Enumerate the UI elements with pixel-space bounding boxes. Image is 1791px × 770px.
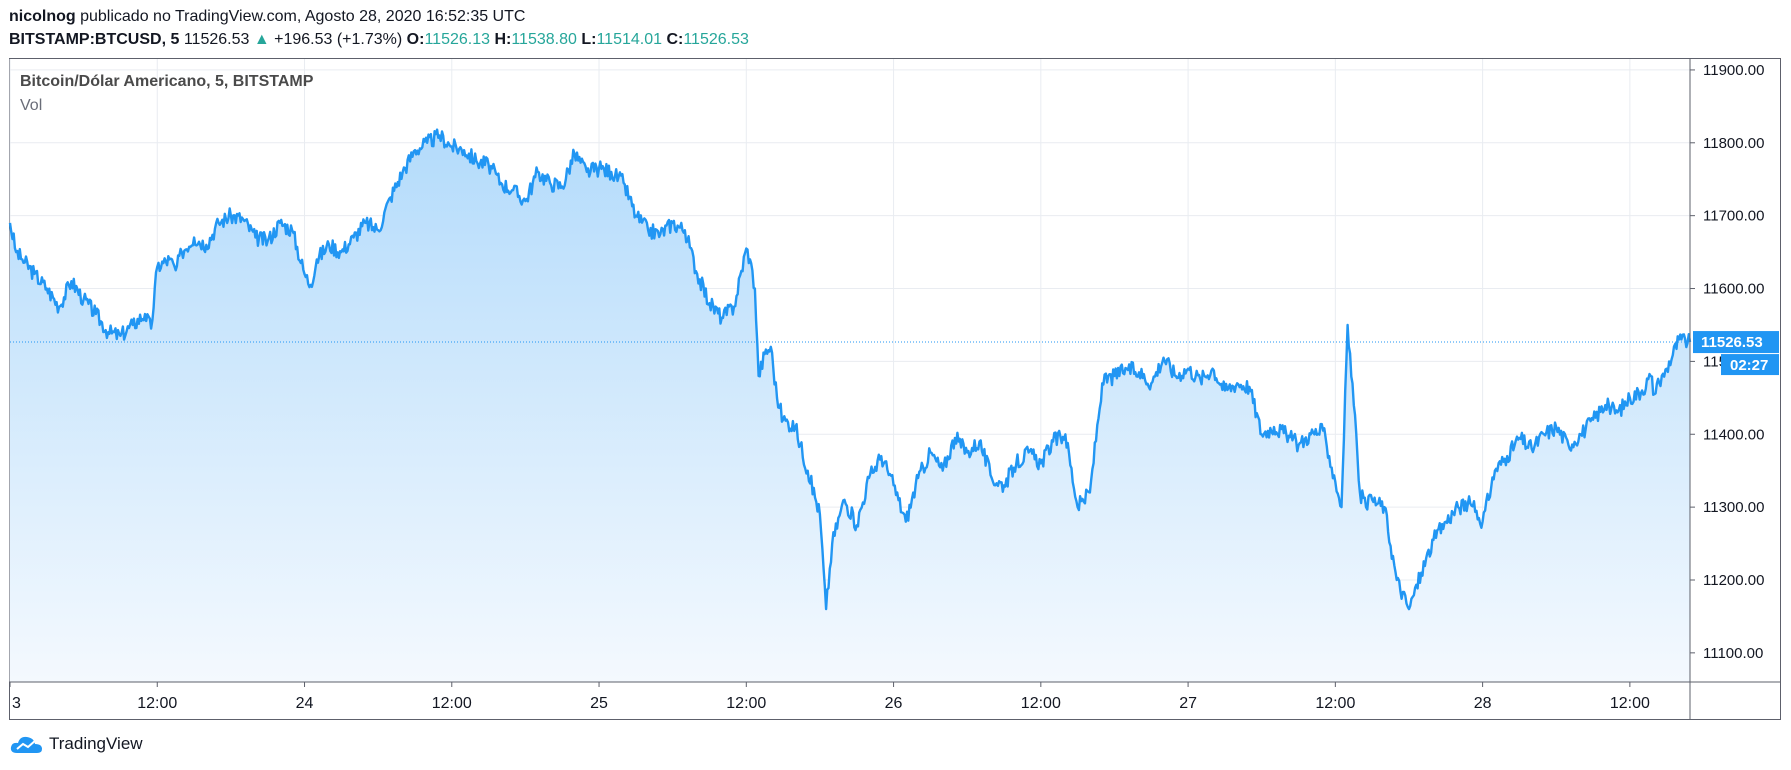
published-info: publicado no TradingView.com, Agosto 28,… [75,8,526,25]
price-change: +196.53 (+1.73%) [274,31,403,48]
volume-legend[interactable]: Vol [20,97,43,114]
x-tick-label: 24 [296,695,314,712]
x-tick-label: 26 [885,695,903,712]
x-tick-label: 3 [12,695,21,712]
symbol-label: BITSTAMP:BTCUSD, 5 [9,31,180,48]
open-value: 11526.13 [424,31,490,48]
high-value: 11538.80 [511,31,577,48]
price-tag-text: 11526.53 [1701,334,1763,351]
x-tick-label: 12:00 [137,695,177,712]
y-tick-label: 11800.00 [1703,135,1764,152]
high-label: H: [494,31,512,48]
y-tick-label: 11900.00 [1703,62,1764,79]
chart-header: nicolnog publicado no TradingView.com, A… [9,6,525,28]
author-name: nicolnog [9,8,76,25]
y-tick-label: 11700.00 [1703,208,1764,225]
price-tag: 11526.53 02:27 [1693,331,1779,376]
x-axis[interactable]: 3 12:00 24 12:00 25 12:00 26 12:00 27 12:00 28 12:0… [9,682,1650,712]
y-tick-label: 11200.00 [1703,572,1764,589]
x-tick-label: 28 [1474,695,1492,712]
countdown-text: 02:27 [1730,357,1768,374]
y-tick-label: 11600.00 [1703,281,1764,298]
x-tick-label: 12:00 [726,695,766,712]
price-tag-bg [1693,331,1779,354]
close-value: 11526.53 [683,31,749,48]
open-label: O: [406,31,425,48]
price-line [8,128,1692,611]
last-price: 11526.53 [183,31,250,48]
low-label: L: [581,31,597,48]
x-tick-label: 25 [590,695,608,712]
close-label: C: [666,31,684,48]
y-tick-label: 11100.00 [1703,645,1763,662]
x-tick-label: 12:00 [1315,695,1355,712]
up-triangle-icon: ▲ [253,31,270,48]
tradingview-cloud-icon [10,736,42,753]
tradingview-label: TradingView [49,734,143,753]
y-tick-label: 11300.00 [1703,499,1764,516]
ohlc-bar: BITSTAMP:BTCUSD, 5 11526.53 ▲ +196.53 (+… [9,29,749,51]
x-tick-label: 12:00 [1610,695,1650,712]
x-tick-label: 27 [1179,695,1197,712]
series-legend-title[interactable]: Bitcoin/Dólar Americano, 5, BITSTAMP [20,73,314,90]
countdown-bg [1721,354,1779,376]
price-area [10,129,1690,683]
footer-brand[interactable]: TradingView [9,733,143,755]
x-tick-label: 12:00 [432,695,472,712]
x-tick-label: 12:00 [1021,695,1061,712]
low-value: 11514.01 [596,31,662,48]
y-tick-label: 11400.00 [1703,426,1764,443]
